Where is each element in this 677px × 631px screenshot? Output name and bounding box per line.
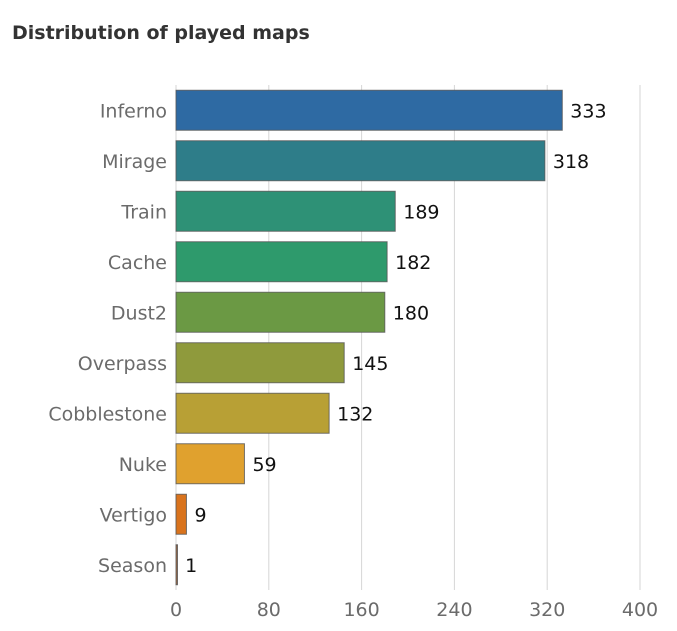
value-label: 189 (403, 201, 439, 223)
x-tick-label: 160 (343, 599, 379, 621)
bar-dust2 (175, 291, 386, 333)
x-tick-label: 320 (529, 599, 565, 621)
bar-train (175, 190, 396, 232)
value-label: 9 (194, 504, 206, 526)
category-label: Mirage (102, 151, 167, 173)
value-label: 1 (185, 555, 197, 577)
bar-overpass (175, 342, 345, 384)
value-labels: 333 318 189 182 180 145 132 59 9 1 (185, 100, 606, 577)
category-label: Nuke (119, 454, 167, 476)
value-label: 333 (570, 100, 606, 122)
bar-nuke (175, 443, 245, 485)
category-label: Vertigo (100, 504, 167, 526)
bar-cobblestone (175, 392, 330, 434)
value-label: 182 (395, 252, 431, 274)
x-tick-label: 0 (170, 599, 182, 621)
bars (175, 89, 563, 586)
category-label: Season (98, 555, 167, 577)
x-tick-label: 240 (436, 599, 472, 621)
bar-mirage (175, 140, 546, 182)
category-label: Dust2 (111, 302, 167, 324)
bar-season (175, 544, 178, 586)
category-label: Cobblestone (48, 403, 167, 425)
x-tick-label: 400 (622, 599, 658, 621)
category-label: Inferno (100, 100, 167, 122)
category-label: Train (120, 201, 167, 223)
x-axis-ticks: 0 80 160 240 320 400 (170, 599, 658, 621)
value-label: 318 (553, 151, 589, 173)
value-label: 180 (393, 302, 429, 324)
bar-inferno (175, 89, 563, 131)
value-label: 59 (252, 454, 276, 476)
chart-title: Distribution of played maps (12, 22, 310, 44)
bar-vertigo (175, 493, 187, 535)
category-label: Cache (108, 252, 167, 274)
category-labels: Inferno Mirage Train Cache Dust2 Overpass Cobb… (48, 100, 167, 577)
value-label: 145 (352, 353, 388, 375)
x-tick-label: 80 (257, 599, 281, 621)
bar-cache (175, 241, 388, 283)
category-label: Overpass (78, 353, 167, 375)
value-label: 132 (337, 403, 373, 425)
